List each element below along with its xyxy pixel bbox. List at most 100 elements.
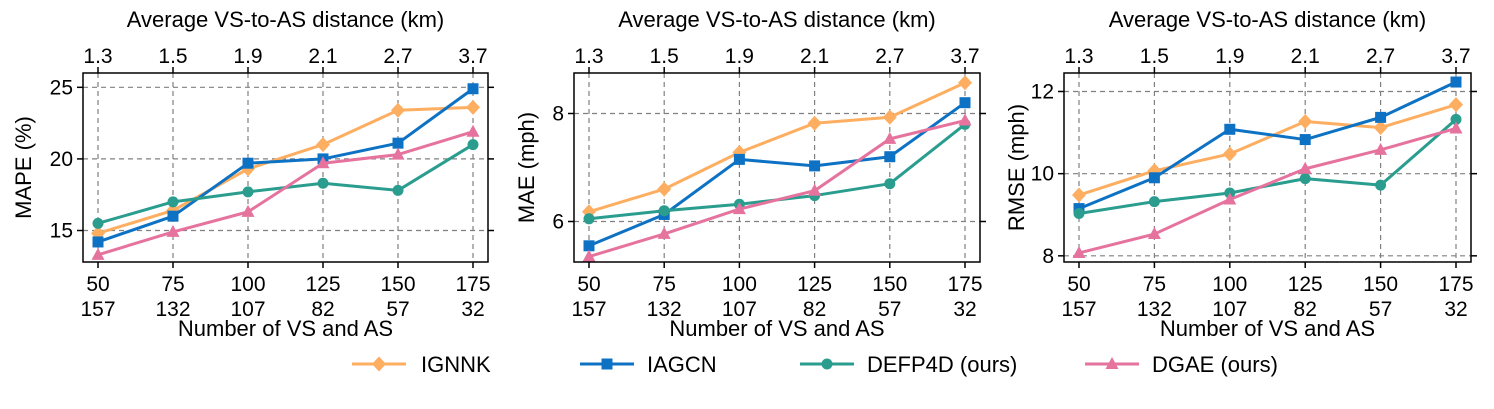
x-tick-label-as: 82	[803, 298, 826, 321]
data-point	[732, 202, 746, 215]
data-point	[317, 177, 329, 189]
x-tick-label-vs: 50	[1067, 273, 1090, 296]
data-point	[391, 102, 405, 118]
data-point	[583, 240, 595, 252]
legend-entry-2: IAGCN	[580, 352, 717, 377]
x-tick-label-vs: 125	[305, 273, 340, 296]
data-point	[1374, 142, 1388, 155]
x-tick-label-vs: 150	[380, 273, 415, 296]
x-tick-label-as: 157	[80, 298, 115, 321]
y-tick-label: 15	[50, 220, 73, 243]
x-tick-label-vs: 50	[86, 273, 109, 296]
x-tick-label-vs: 150	[872, 273, 907, 296]
legend-marker	[821, 358, 833, 370]
data-point	[316, 137, 330, 153]
data-point	[1450, 113, 1462, 125]
axes-frame	[82, 72, 489, 263]
legend-marker	[372, 356, 386, 372]
data-point	[1072, 187, 1086, 203]
top-x-tick-label: 2.7	[875, 45, 904, 68]
top-x-tick-label: 3.7	[1441, 45, 1470, 68]
top-x-tick-label: 2.1	[1291, 45, 1320, 68]
x-tick-label-as: 107	[1212, 298, 1247, 321]
x-tick-label-vs: 125	[797, 273, 832, 296]
x-tick-label-as: 132	[155, 298, 190, 321]
data-point	[1449, 121, 1463, 134]
series-line-2	[588, 101, 966, 248]
x-axis-title: Number of VS and AS	[178, 316, 393, 341]
x-tick-label-as: 57	[878, 298, 901, 321]
data-point	[466, 99, 480, 115]
axes-frame	[573, 72, 981, 263]
x-tick-label-as: 32	[1444, 298, 1467, 321]
x-axis-title: Number of VS and AS	[669, 316, 884, 341]
x-tick-label-as: 82	[1294, 298, 1317, 321]
legend-label: DEFP4D (ours)	[867, 352, 1017, 377]
axes-frame	[1063, 72, 1472, 263]
data-point	[166, 224, 180, 237]
x-tick-label-as: 57	[1369, 298, 1392, 321]
legend-marker	[601, 358, 613, 370]
legend-marker	[1105, 357, 1119, 369]
x-tick-label-as: 132	[647, 298, 682, 321]
y-tick-label: 10	[1031, 163, 1054, 186]
top-x-tick-label: 1.5	[158, 45, 187, 68]
legend: IGNNK IAGCN DEFP4D (ours) DGAE (ours)	[352, 352, 1278, 377]
series-line-3	[1078, 118, 1457, 215]
data-point	[884, 151, 896, 163]
top-x-tick-label: 2.1	[308, 45, 337, 68]
x-tick-label-vs: 175	[1438, 273, 1473, 296]
top-x-tick-label: 2.7	[1366, 45, 1395, 68]
legend-entry-1: IGNNK	[352, 352, 491, 377]
data-point	[582, 249, 596, 262]
x-tick-label-as: 57	[386, 298, 409, 321]
legend-entry-3: DEFP4D (ours)	[800, 352, 1017, 377]
data-point	[1147, 227, 1161, 240]
x-tick-label-as: 32	[461, 298, 484, 321]
y-tick-label: 8	[552, 103, 564, 126]
data-point	[1449, 97, 1463, 113]
x-tick-label-as: 82	[311, 298, 334, 321]
data-point	[1375, 111, 1387, 123]
data-point	[958, 75, 972, 91]
data-point	[466, 124, 480, 137]
series-line-1	[588, 81, 966, 214]
data-point	[1148, 172, 1160, 184]
data-point	[241, 204, 255, 217]
x-tick-label-vs: 125	[1288, 273, 1323, 296]
x-tick-label-as: 132	[1137, 298, 1172, 321]
y-axis-title: MAPE (%)	[11, 116, 36, 219]
data-point	[807, 115, 822, 131]
data-point	[167, 210, 179, 222]
x-tick-label-vs: 100	[1212, 273, 1247, 296]
top-x-tick-label: 1.5	[650, 45, 679, 68]
legend-label: DGAE (ours)	[1152, 352, 1278, 377]
x-tick-label-as: 107	[230, 298, 265, 321]
top-x-axis-title: Average VS-to-AS distance (km)	[618, 7, 936, 32]
data-point	[1298, 113, 1313, 129]
x-tick-label-as: 32	[953, 298, 976, 321]
data-point	[1298, 161, 1312, 174]
data-point	[658, 205, 670, 217]
series-line-2	[1078, 80, 1457, 210]
data-point	[1299, 134, 1311, 146]
data-point	[92, 236, 104, 248]
top-x-tick-label: 2.1	[800, 45, 829, 68]
data-point	[91, 247, 105, 260]
data-point	[392, 184, 404, 196]
data-point	[959, 97, 971, 109]
data-point	[884, 178, 896, 190]
x-tick-label-vs: 50	[577, 273, 600, 296]
data-point	[883, 131, 897, 144]
series-line-4	[1078, 127, 1457, 255]
data-point	[1222, 146, 1237, 162]
data-point	[583, 213, 595, 225]
data-point	[1148, 196, 1160, 208]
y-tick-label: 6	[552, 211, 564, 234]
top-x-tick-label: 1.9	[725, 45, 754, 68]
data-point	[733, 153, 745, 165]
series-line-1	[1078, 103, 1457, 197]
data-point	[467, 83, 479, 95]
